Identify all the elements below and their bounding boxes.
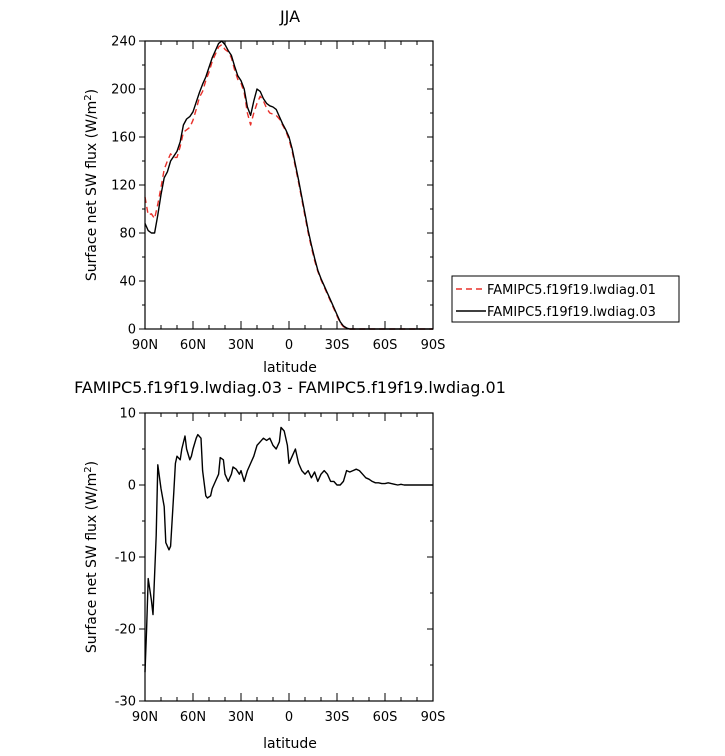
bottom-y-tick-label: -20 <box>115 623 136 638</box>
top-axis-ticks: 90N 60N 30N 0 30S 60S 90S 0 40 80 120 160 200 240 <box>111 35 445 354</box>
bottom-x-tick-label: 60N <box>180 710 206 725</box>
top-series-lines <box>144 40 433 330</box>
top-x-axis-label: latitude <box>263 360 317 376</box>
top-x-tick-label: 0 <box>285 338 293 353</box>
bottom-y-tick-label: -10 <box>115 551 136 566</box>
bottom-y-tick-label: 10 <box>119 407 136 422</box>
legend-label-series-1: FAMIPC5.f19f19.lwdiag.01 <box>487 283 656 298</box>
top-y-tick-label: 0 <box>128 323 136 338</box>
top-y-tick-label: 40 <box>119 275 136 290</box>
top-chart: JJA 90N 60N 30N 0 30S 60S 90S 0 40 80 120 160 200 240… <box>83 7 680 376</box>
bottom-y-tick-label: -30 <box>115 695 136 710</box>
bottom-series-line-1 <box>144 426 433 673</box>
top-x-tick-label: 30S <box>325 338 350 353</box>
top-y-tick-label: 240 <box>111 35 136 50</box>
top-x-tick-label: 60N <box>180 338 206 353</box>
bottom-x-tick-label: 90N <box>132 710 158 725</box>
top-x-tick-label: 30N <box>228 338 254 353</box>
bottom-axis-ticks: 90N 60N 30N 0 30S 60S 90S -30 -20 -10 0 10 <box>115 407 446 726</box>
top-plot-frame <box>144 40 434 330</box>
top-x-tick-label: 90S <box>421 338 446 353</box>
bottom-x-tick-label: 90S <box>421 710 446 725</box>
difference-chart-title: FAMIPC5.f19f19.lwdiag.03 - FAMIPC5.f19f1… <box>74 378 506 397</box>
top-y-tick-label: 160 <box>111 131 136 146</box>
top-series-line-2 <box>144 40 433 330</box>
bottom-y-tick-label: 0 <box>128 479 136 494</box>
top-y-axis-label: Surface net SW flux (W/m2) <box>83 89 101 281</box>
bottom-y-axis-label: Surface net SW flux (W/m2) <box>83 461 101 653</box>
legend: FAMIPC5.f19f19.lwdiag.01 FAMIPC5.f19f19.… <box>451 275 680 323</box>
top-y-tick-label: 200 <box>111 83 136 98</box>
top-x-tick-label: 60S <box>373 338 398 353</box>
top-series-line-1 <box>144 43 433 330</box>
bottom-x-tick-label: 0 <box>285 710 293 725</box>
top-y-tick-label: 120 <box>111 179 136 194</box>
bottom-x-tick-label: 30S <box>325 710 350 725</box>
legend-box <box>451 275 680 323</box>
bottom-x-axis-label: latitude <box>263 736 317 752</box>
bottom-x-tick-label: 30N <box>228 710 254 725</box>
legend-label-series-2: FAMIPC5.f19f19.lwdiag.03 <box>487 305 656 320</box>
top-x-tick-label: 90N <box>132 338 158 353</box>
top-y-tick-label: 80 <box>119 227 136 242</box>
bottom-chart: FAMIPC5.f19f19.lwdiag.03 - FAMIPC5.f19f1… <box>74 378 506 752</box>
bottom-series-lines <box>144 426 433 673</box>
bottom-x-tick-label: 60S <box>373 710 398 725</box>
chart-title: JJA <box>279 7 300 26</box>
